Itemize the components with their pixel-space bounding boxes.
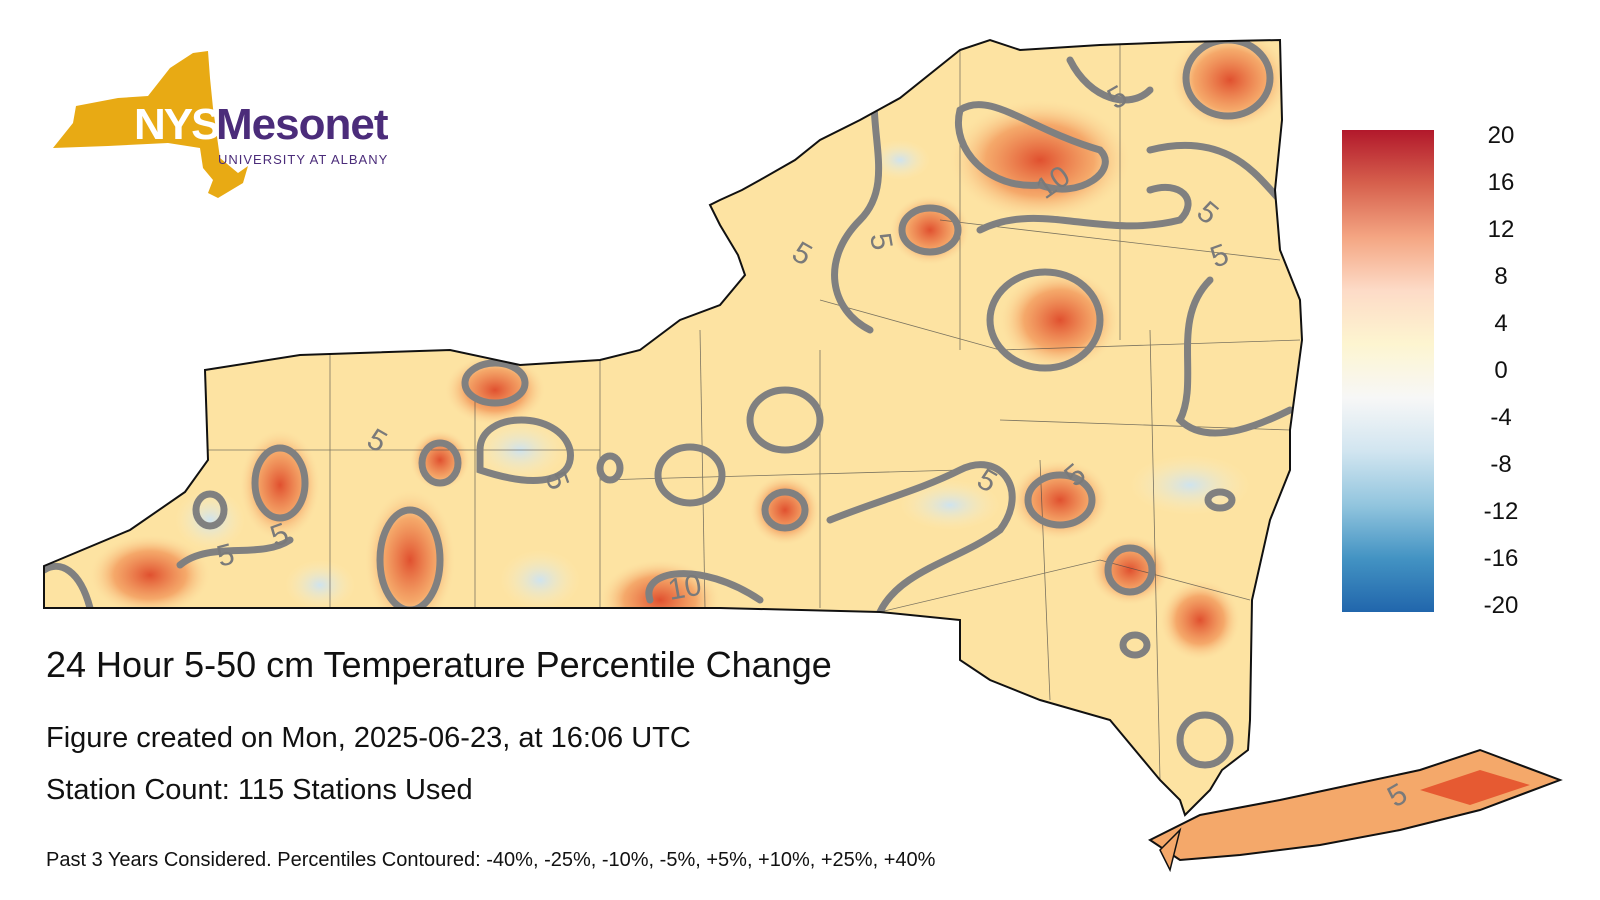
colorbar-tick: 0 bbox=[1494, 357, 1508, 384]
contour-label: 10 bbox=[665, 569, 704, 607]
colorbar-tick: -8 bbox=[1490, 451, 1512, 478]
colorbar-tick: 20 bbox=[1487, 122, 1515, 149]
colorbar: 20 16 12 8 4 0 -4 -8 -12 -16 -20 bbox=[1342, 122, 1518, 619]
nys-mesonet-logo: NYS Mesonet UNIVERSITY AT ALBANY bbox=[48, 48, 398, 208]
colorbar-tick: 12 bbox=[1487, 216, 1515, 243]
nyc-area bbox=[1159, 827, 1182, 873]
station-count: Station Count: 115 Stations Used bbox=[46, 774, 473, 806]
colorbar-tick: -12 bbox=[1483, 498, 1519, 525]
colorbar-tick: 4 bbox=[1494, 310, 1508, 337]
ny-state-logo-shape bbox=[53, 51, 248, 198]
contour-label: 5 bbox=[863, 230, 898, 252]
colorbar-tick: 8 bbox=[1494, 263, 1508, 290]
county-boundaries bbox=[205, 45, 1301, 781]
long-island-hotspot bbox=[1420, 770, 1530, 805]
figure-title: 24 Hour 5-50 cm Temperature Percentile C… bbox=[46, 644, 832, 685]
footnote: Past 3 Years Considered. Percentiles Con… bbox=[46, 849, 936, 871]
logo-mesonet-text: Mesonet bbox=[216, 100, 388, 149]
logo-university-text: UNIVERSITY AT ALBANY bbox=[218, 152, 389, 167]
colorbar-tick: -20 bbox=[1483, 592, 1519, 619]
logo-nys-text: NYS bbox=[134, 100, 220, 149]
figure-created: Figure created on Mon, 2025-06-23, at 16… bbox=[46, 722, 691, 754]
colorbar-tick: 16 bbox=[1487, 169, 1515, 196]
colorbar-tick: -16 bbox=[1483, 545, 1519, 572]
colorbar-tick: -4 bbox=[1490, 404, 1512, 431]
colorbar-gradient bbox=[1342, 130, 1434, 612]
